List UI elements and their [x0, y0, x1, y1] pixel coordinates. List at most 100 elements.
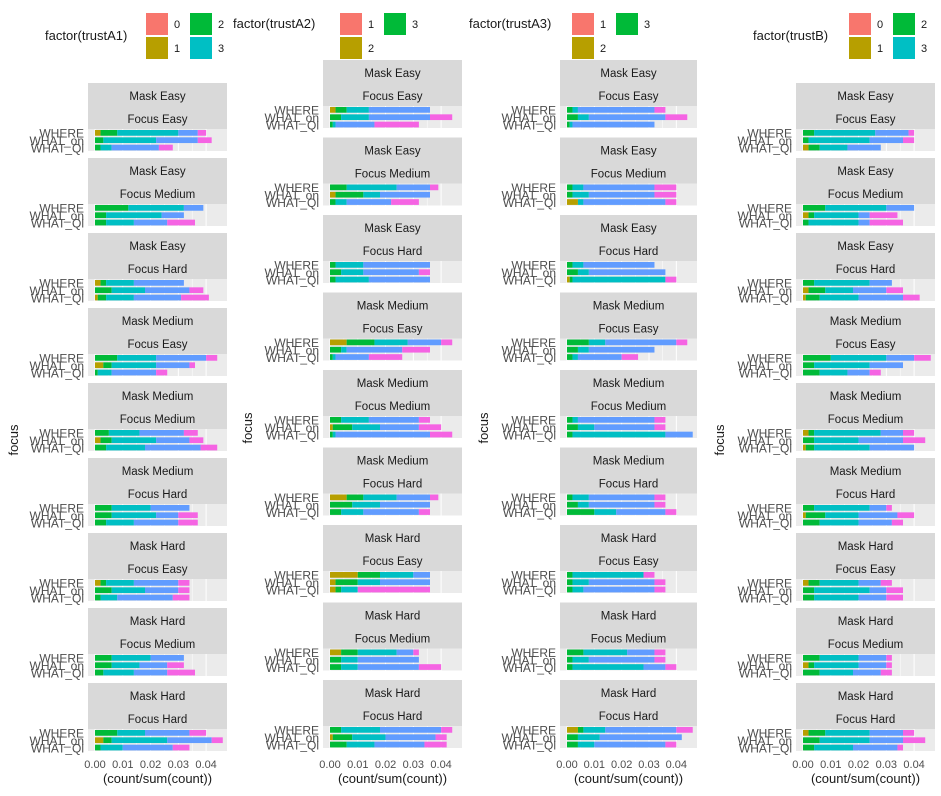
bar-segment — [567, 664, 573, 670]
bar-segment — [413, 572, 430, 578]
bar-segment — [572, 572, 644, 578]
bar-segment — [332, 424, 353, 431]
category-tick-label: WHAT_on — [738, 209, 792, 223]
legend-key — [190, 37, 212, 59]
bar-segment — [335, 276, 369, 283]
bar-segment — [330, 107, 336, 113]
category-tick-label: WHAT_Ql — [739, 741, 792, 755]
bar-segment — [803, 137, 809, 144]
strip-label: Mask Hard — [365, 611, 421, 623]
strip-label: Focus Medium — [355, 169, 430, 181]
bar-segment — [95, 137, 104, 144]
bar-segment — [380, 501, 430, 508]
bar-segment — [572, 276, 666, 283]
bar-segment — [627, 649, 655, 656]
bar-segment — [572, 354, 578, 360]
bar-segment — [330, 649, 342, 656]
bar-segment — [178, 519, 198, 526]
x-tick-label: 0.02 — [375, 759, 396, 771]
legend-key — [146, 13, 168, 35]
category-tick-label: WHERE — [511, 646, 556, 660]
bar-segment — [803, 362, 815, 369]
bar-segment — [654, 184, 677, 191]
category-tick-label: WHAT_on — [502, 576, 556, 590]
category-tick-label: WHERE — [747, 352, 792, 366]
bar-segment — [332, 431, 336, 438]
bar-segment — [903, 737, 926, 744]
bar-segment — [803, 737, 820, 744]
strip-label: Focus Hard — [599, 711, 658, 723]
x-axis-label: (count/sum(count)) — [103, 771, 212, 786]
facet-strip — [796, 158, 935, 204]
legend-key — [849, 13, 871, 35]
bar-segment — [117, 594, 173, 601]
bar-segment — [808, 144, 820, 151]
bar-segment — [567, 276, 570, 283]
bar-segment — [605, 727, 677, 733]
strip-label: Mask Medium — [122, 316, 194, 328]
bar-segment — [111, 662, 140, 669]
bar-segment — [858, 294, 903, 301]
bar-segment — [572, 586, 584, 593]
legend-title: factor(trustB) — [753, 28, 828, 43]
x-tick-label: 0.00 — [556, 759, 577, 771]
bar-segment — [665, 741, 677, 748]
bar-segment — [341, 509, 364, 515]
bar-segment — [819, 580, 859, 586]
legend-key — [384, 13, 406, 35]
strip-label: Mask Medium — [357, 378, 429, 390]
bar-segment — [106, 444, 145, 451]
bar-segment — [158, 144, 173, 151]
strip-label: Focus Hard — [363, 246, 422, 258]
bar-segment — [100, 280, 107, 286]
bar-segment — [567, 656, 573, 663]
bar-segment — [803, 280, 815, 286]
category-tick-label: WHAT_Ql — [503, 428, 556, 442]
bar-segment — [380, 424, 419, 431]
bar-segment — [178, 587, 190, 594]
bar-segment — [167, 662, 184, 669]
category-tick-label: WHAT_Ql — [739, 666, 792, 680]
strip-label: Focus Easy — [362, 324, 422, 336]
category-tick-label: WHERE — [274, 569, 319, 583]
category-tick-label: WHERE — [511, 414, 556, 428]
category-tick-label: WHAT_on — [502, 111, 556, 125]
bar-segment — [567, 199, 578, 205]
bar-segment — [886, 205, 915, 211]
category-tick-label: WHAT_on — [265, 731, 319, 745]
x-tick-label: 0.04 — [430, 759, 451, 771]
category-tick-label: WHAT_Ql — [503, 351, 556, 365]
bar-segment — [880, 669, 892, 676]
x-tick-label: 0.01 — [584, 759, 605, 771]
strip-label: Focus Medium — [120, 414, 195, 426]
bar-segment — [654, 107, 666, 113]
bar-segment — [588, 269, 666, 276]
category-tick-label: WHAT_on — [502, 189, 556, 203]
legend-label: 0 — [174, 19, 180, 31]
bar-segment — [330, 509, 342, 515]
bar-segment — [106, 212, 162, 219]
category-tick-label: WHAT_on — [30, 209, 84, 223]
chart-2: factor(trustA2) 1 2 3 focus Mask Easy Focus Ea… — [233, 13, 462, 786]
bar-segment — [111, 144, 159, 151]
bar-segment — [814, 587, 870, 594]
facet-strip — [88, 308, 227, 354]
bar-segment — [665, 509, 677, 515]
bar-segment — [665, 199, 677, 205]
bar-segment — [330, 664, 342, 670]
bar-segment — [95, 519, 107, 526]
category-tick-label: WHAT_on — [738, 134, 792, 148]
bar-segment — [880, 430, 903, 436]
bar-segment — [594, 509, 617, 515]
category-tick-label: WHERE — [747, 277, 792, 291]
strip-label: Focus Easy — [127, 339, 187, 351]
bar-segment — [577, 114, 589, 121]
bar-segment — [825, 512, 859, 519]
strip-label: Mask Easy — [837, 91, 893, 103]
strip-label: Focus Easy — [127, 564, 187, 576]
